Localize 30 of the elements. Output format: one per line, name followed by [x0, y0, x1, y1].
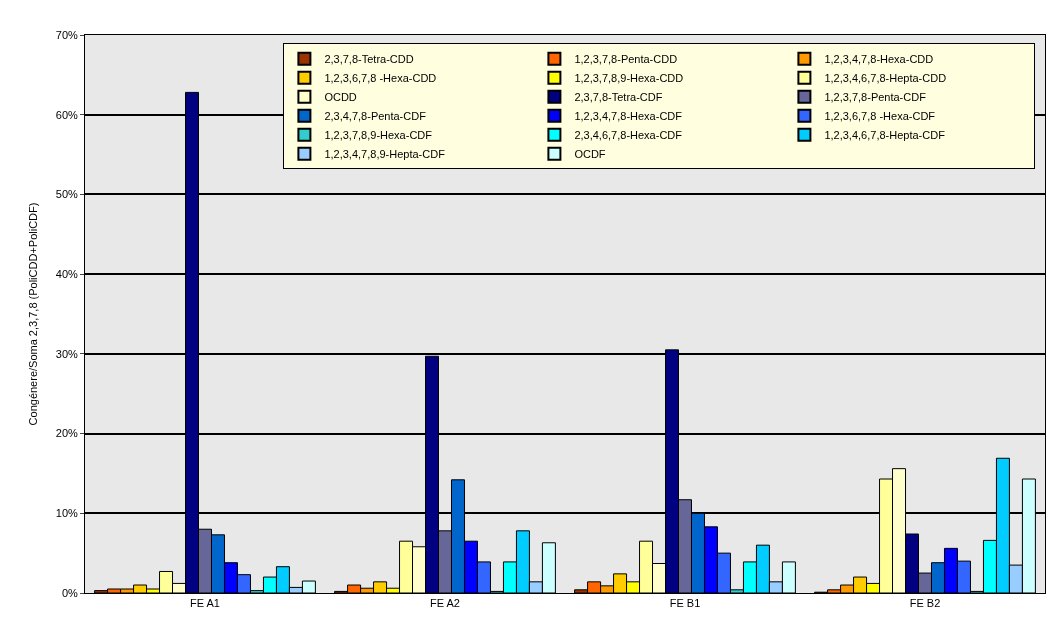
y-tick-label: 10% — [55, 507, 78, 520]
y-tick-label: 20% — [55, 427, 78, 440]
legend-label: 1,2,3,7,8,9-Hexa-CDD — [574, 72, 684, 85]
legend-label: 1,2,3,7,8-Penta-CDF — [824, 91, 927, 104]
legend-label: 2,3,4,6,7,8-Hexa-CDF — [574, 129, 683, 142]
x-tick-label: FE A2 — [430, 597, 460, 610]
y-axis-title: Congénere/Soma 2,3,7,8 (PoliCDD+PoliCDF) — [27, 202, 40, 426]
legend-label: 1,2,3,4,7,8,9-Hepta-CDF — [324, 148, 446, 161]
legend-label: 1,2,3,4,6,7,8-Hepta-CDF — [824, 129, 946, 142]
legend-label: 2,3,7,8-Tetra-CDF — [574, 91, 663, 104]
legend-label: 1,2,3,7,8-Penta-CDD — [574, 53, 678, 66]
x-tick-label: FE B1 — [669, 597, 701, 610]
y-tick-label: 0% — [61, 586, 79, 599]
legend-label: 2,3,7,8-Tetra-CDD — [324, 53, 414, 66]
x-tick-label: FE B2 — [909, 597, 941, 610]
y-tick-label: 40% — [55, 267, 78, 280]
legend-label: 1,2,3,4,6,7,8-Hepta-CDD — [824, 72, 947, 85]
y-tick-label: 30% — [55, 347, 78, 360]
legend-label: OCDF — [574, 148, 606, 161]
y-tick-label: 50% — [55, 188, 78, 201]
legend-label: 2,3,4,7,8-Penta-CDF — [324, 110, 427, 123]
x-tick-label: FE A1 — [190, 597, 220, 610]
legend-label: 1,2,3,4,7,8-Hexa-CDD — [824, 53, 934, 66]
y-tick-label: 60% — [55, 108, 78, 121]
legend-label: 1,2,3,4,7,8-Hexa-CDF — [574, 110, 683, 123]
legend-label: 1,2,3,6,7,8 -Hexa-CDF — [824, 110, 936, 123]
legend-label: 1,2,3,7,8,9-Hexa-CDF — [324, 129, 433, 142]
legend-label: OCDD — [324, 91, 357, 104]
legend-label: 1,2,3,6,7,8 -Hexa-CDD — [324, 72, 437, 85]
y-tick-label: 70% — [55, 28, 78, 41]
